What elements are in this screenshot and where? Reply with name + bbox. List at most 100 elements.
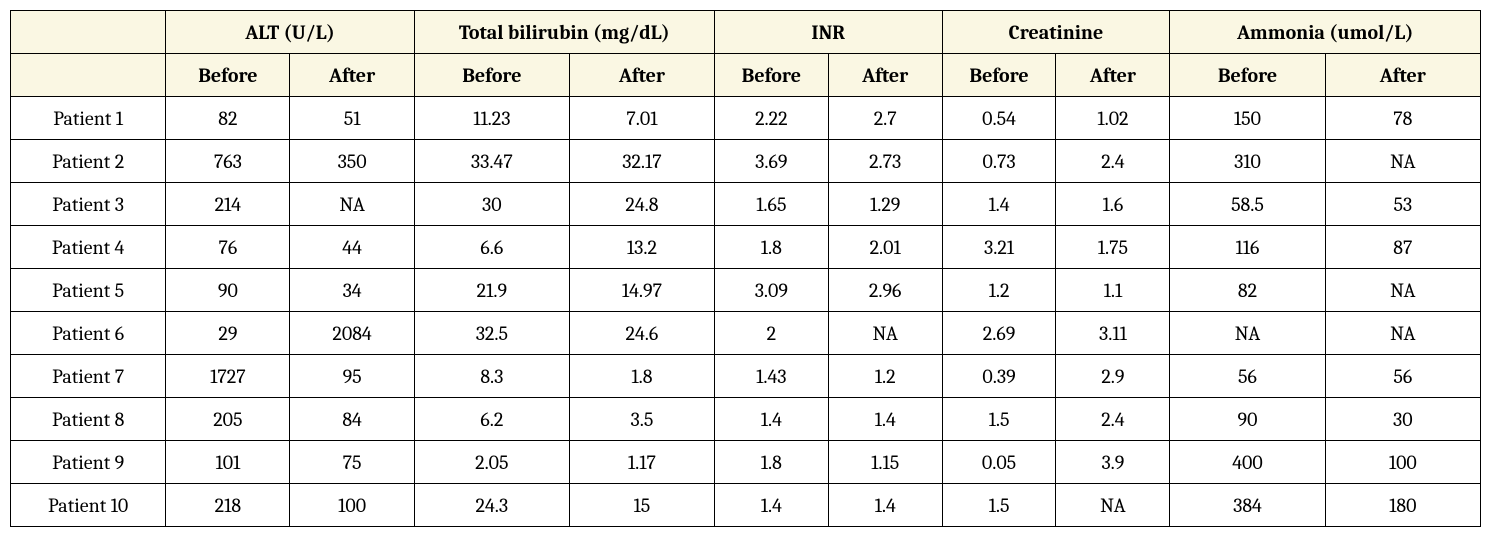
data-cell: 2.69 xyxy=(942,312,1056,355)
table-row: Patient 71727958.31.81.431.20.392.95656 xyxy=(11,355,1481,398)
data-cell: 87 xyxy=(1325,226,1480,269)
data-cell: 34 xyxy=(290,269,414,312)
data-cell: 95 xyxy=(290,355,414,398)
data-cell: 2.7 xyxy=(828,97,942,140)
data-cell: 100 xyxy=(1325,441,1480,484)
data-cell: 2.73 xyxy=(828,140,942,183)
data-cell: 7.01 xyxy=(569,97,714,140)
data-cell: 2.4 xyxy=(1056,398,1170,441)
data-cell: 1.5 xyxy=(942,484,1056,527)
data-cell: 384 xyxy=(1170,484,1325,527)
data-cell: 0.73 xyxy=(942,140,1056,183)
header-alt-after: After xyxy=(290,54,414,97)
data-cell: NA xyxy=(1325,312,1480,355)
header-blank-sub xyxy=(11,54,166,97)
lab-results-table: ALT (U/L) Total bilirubin (mg/dL) INR Cr… xyxy=(10,10,1481,527)
data-cell: 21.9 xyxy=(414,269,569,312)
data-cell: 218 xyxy=(166,484,290,527)
data-cell: 2.05 xyxy=(414,441,569,484)
header-inr-before: Before xyxy=(714,54,828,97)
table-head: ALT (U/L) Total bilirubin (mg/dL) INR Cr… xyxy=(11,11,1481,97)
header-bili-after: After xyxy=(569,54,714,97)
data-cell: 1.15 xyxy=(828,441,942,484)
row-label: Patient 3 xyxy=(11,183,166,226)
table-row: Patient 8205846.23.51.41.41.52.49030 xyxy=(11,398,1481,441)
data-cell: 1.4 xyxy=(828,484,942,527)
data-cell: 1727 xyxy=(166,355,290,398)
data-cell: 32.5 xyxy=(414,312,569,355)
data-cell: 6.2 xyxy=(414,398,569,441)
data-cell: 3.9 xyxy=(1056,441,1170,484)
data-cell: 3.21 xyxy=(942,226,1056,269)
data-cell: 29 xyxy=(166,312,290,355)
data-cell: 51 xyxy=(290,97,414,140)
header-amm-after: After xyxy=(1325,54,1480,97)
data-cell: 56 xyxy=(1170,355,1325,398)
data-cell: 763 xyxy=(166,140,290,183)
header-inr-after: After xyxy=(828,54,942,97)
data-cell: 30 xyxy=(414,183,569,226)
data-cell: 24.8 xyxy=(569,183,714,226)
data-cell: 1.4 xyxy=(828,398,942,441)
header-group-bilirubin: Total bilirubin (mg/dL) xyxy=(414,11,714,54)
data-cell: 2084 xyxy=(290,312,414,355)
data-cell: 1.4 xyxy=(942,183,1056,226)
data-cell: 15 xyxy=(569,484,714,527)
table-row: Patient 1021810024.3151.41.41.5NA384180 xyxy=(11,484,1481,527)
data-cell: 11.23 xyxy=(414,97,569,140)
data-cell: 1.2 xyxy=(942,269,1056,312)
row-label: Patient 7 xyxy=(11,355,166,398)
data-cell: 58.5 xyxy=(1170,183,1325,226)
table-body: Patient 1825111.237.012.222.70.541.02150… xyxy=(11,97,1481,527)
header-group-ammonia: Ammonia (umol/L) xyxy=(1170,11,1481,54)
data-cell: 0.54 xyxy=(942,97,1056,140)
data-cell: 78 xyxy=(1325,97,1480,140)
data-cell: 82 xyxy=(1170,269,1325,312)
data-cell: 1.6 xyxy=(1056,183,1170,226)
data-cell: 90 xyxy=(166,269,290,312)
row-label: Patient 6 xyxy=(11,312,166,355)
data-cell: 1.17 xyxy=(569,441,714,484)
data-cell: 32.17 xyxy=(569,140,714,183)
data-cell: 116 xyxy=(1170,226,1325,269)
table-row: Patient 1825111.237.012.222.70.541.02150… xyxy=(11,97,1481,140)
data-cell: 3.09 xyxy=(714,269,828,312)
data-cell: 1.29 xyxy=(828,183,942,226)
data-cell: 24.3 xyxy=(414,484,569,527)
table-row: Patient 476446.613.21.82.013.211.7511687 xyxy=(11,226,1481,269)
header-row-groups: ALT (U/L) Total bilirubin (mg/dL) INR Cr… xyxy=(11,11,1481,54)
data-cell: 1.5 xyxy=(942,398,1056,441)
data-cell: 1.8 xyxy=(714,441,828,484)
data-cell: 2.4 xyxy=(1056,140,1170,183)
row-label: Patient 9 xyxy=(11,441,166,484)
data-cell: 30 xyxy=(1325,398,1480,441)
data-cell: 84 xyxy=(290,398,414,441)
data-cell: 3.69 xyxy=(714,140,828,183)
data-cell: NA xyxy=(290,183,414,226)
row-label: Patient 5 xyxy=(11,269,166,312)
row-label: Patient 8 xyxy=(11,398,166,441)
header-blank-top xyxy=(11,11,166,54)
data-cell: 1.02 xyxy=(1056,97,1170,140)
data-cell: 2.9 xyxy=(1056,355,1170,398)
header-alt-before: Before xyxy=(166,54,290,97)
data-cell: 90 xyxy=(1170,398,1325,441)
header-row-sub: Before After Before After Before After B… xyxy=(11,54,1481,97)
table-row: Patient 3214NA3024.81.651.291.41.658.553 xyxy=(11,183,1481,226)
data-cell: 1.2 xyxy=(828,355,942,398)
data-cell: 1.8 xyxy=(714,226,828,269)
data-cell: 82 xyxy=(166,97,290,140)
data-cell: 350 xyxy=(290,140,414,183)
data-cell: 14.97 xyxy=(569,269,714,312)
data-cell: 400 xyxy=(1170,441,1325,484)
table-row: Patient 5903421.914.973.092.961.21.182NA xyxy=(11,269,1481,312)
row-label: Patient 1 xyxy=(11,97,166,140)
header-amm-before: Before xyxy=(1170,54,1325,97)
data-cell: 1.4 xyxy=(714,484,828,527)
data-cell: 1.43 xyxy=(714,355,828,398)
data-cell: 1.75 xyxy=(1056,226,1170,269)
row-label: Patient 10 xyxy=(11,484,166,527)
data-cell: 75 xyxy=(290,441,414,484)
header-group-creatinine: Creatinine xyxy=(942,11,1170,54)
data-cell: 1.4 xyxy=(714,398,828,441)
